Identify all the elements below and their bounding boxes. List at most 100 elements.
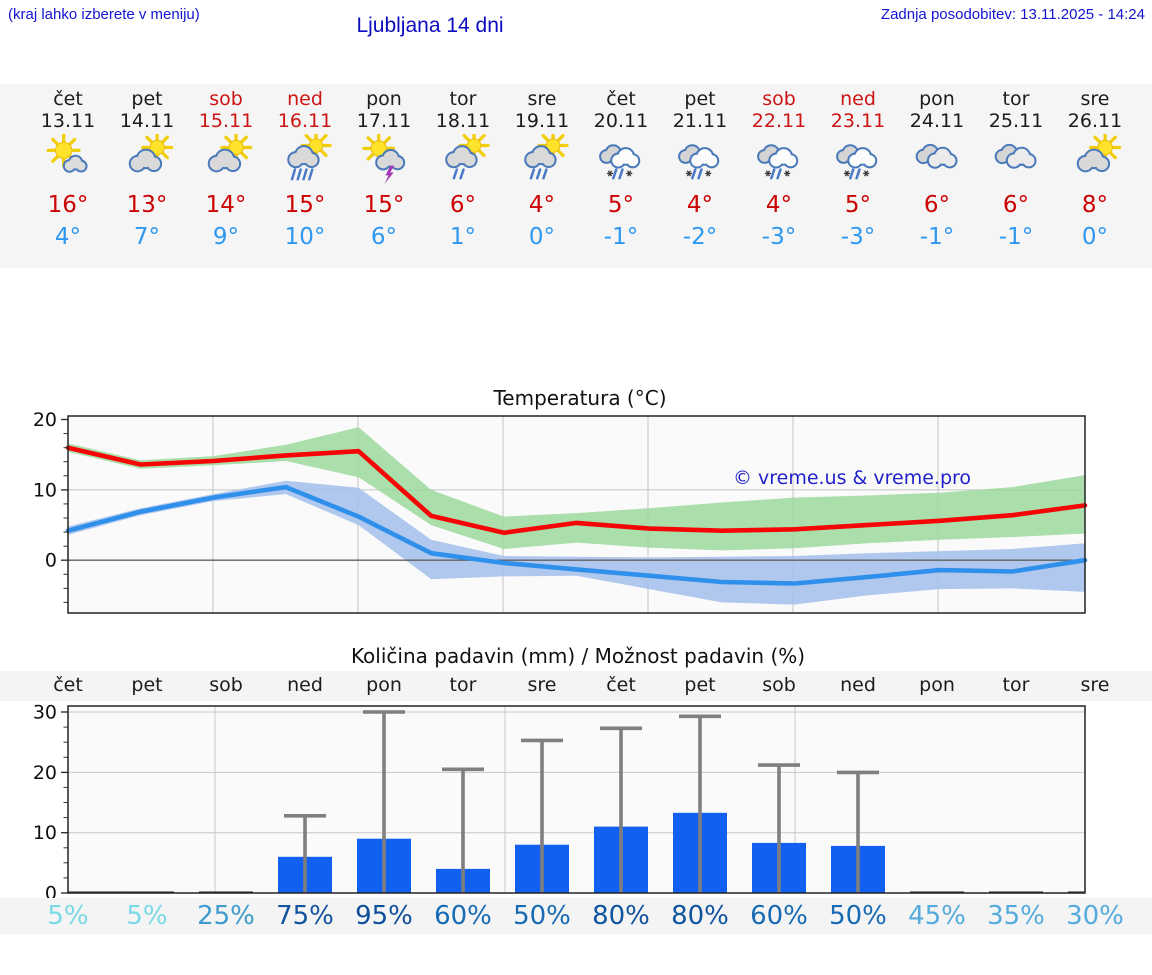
day-date-label: 15.11 [198,110,254,132]
precip-day-label: ned [287,674,323,696]
day-date-label: 26.11 [1067,110,1123,132]
low-temp-label: 10° [284,224,326,250]
forecast-day-column[interactable]: pet 21.11 4° -2° [661,84,740,268]
high-temp-label: 4° [686,192,714,218]
day-date-label: 21.11 [672,110,728,132]
cloud-sun-icon [207,134,252,173]
low-temp-label: 0° [528,224,556,250]
high-temp-label: 16° [47,192,89,218]
svg-text:0: 0 [45,883,57,902]
day-name-label: sob [762,88,796,110]
clouds-sleet-icon [598,144,640,180]
precip-chart: 30 20 10 0 [0,701,1152,901]
svg-text:30: 30 [33,702,57,724]
precip-day-label: sob [209,674,243,696]
forecast-day-column[interactable]: tor 25.11 6° -1° [977,84,1056,268]
forecast-strip: čet 13.11 16° 4° pet 14.11 13° 7° sob 15.11 14° 9° n… [0,84,1152,268]
day-date-label: 25.11 [988,110,1044,132]
high-temp-label: 15° [284,192,326,218]
low-temp-label: 0° [1081,224,1109,250]
temp-chart-title: Temperatura (°C) [493,386,667,410]
low-temp-label: 4° [54,224,82,250]
low-temp-label: -1° [998,224,1034,250]
weather-icon [436,134,490,184]
cloud-sun-rain2-icon [444,134,490,180]
precip-percent-label: 5% [126,901,168,931]
cloud-sun-icon [1076,134,1121,173]
forecast-day-column[interactable]: tor 18.11 6° 1° [424,84,503,268]
precip-day-label: tor [1002,674,1030,696]
precip-day-label: čet [53,674,83,696]
forecast-day-column[interactable]: pon 17.11 15° 6° [345,84,424,268]
forecast-day-column[interactable]: čet 13.11 16° 4° [29,84,108,268]
day-date-label: 22.11 [751,110,807,132]
svg-text:10: 10 [33,479,57,501]
day-name-label: ned [287,88,323,110]
day-name-label: čet [53,88,83,110]
low-temp-label: 6° [370,224,398,250]
day-name-label: ned [840,88,876,110]
high-temp-label: 4° [528,192,556,218]
forecast-day-column[interactable]: sre 26.11 8° 0° [1056,84,1135,268]
forecast-day-column[interactable]: sre 19.11 4° 0° [503,84,582,268]
day-date-label: 14.11 [119,110,175,132]
svg-text:0: 0 [45,550,57,572]
day-name-label: tor [449,88,477,110]
forecast-day-column[interactable]: sob 15.11 14° 9° [187,84,266,268]
high-temp-label: 13° [126,192,168,218]
low-temp-label: -3° [761,224,797,250]
low-temp-label: 1° [449,224,477,250]
precip-chart-title: Količina padavin (mm) / Možnost padavin … [350,644,806,668]
precip-day-label: pon [919,674,955,696]
watermark: © vreme.us & vreme.pro [733,467,971,489]
low-temp-label: -3° [840,224,876,250]
weather-icon [278,134,332,184]
clouds-sleet-icon [677,144,719,180]
day-name-label: pet [684,88,716,110]
sun-cloud-icon [46,134,88,173]
high-temp-label: 6° [1002,192,1030,218]
precip-percent-label: 60% [434,901,492,931]
low-temp-label: -2° [682,224,718,250]
day-name-label: pon [919,88,955,110]
day-date-label: 24.11 [909,110,965,132]
day-name-label: sre [1080,88,1110,110]
precip-percent-label: 30% [1066,901,1124,931]
svg-text:10: 10 [33,822,57,844]
cloud-sun-rain3-icon [523,134,569,180]
high-temp-label: 8° [1081,192,1109,218]
precip-percent-label: 75% [276,901,334,931]
weather-icon [910,134,964,184]
precip-day-label: sre [527,674,557,696]
precip-day-label: sre [1080,674,1110,696]
day-date-label: 17.11 [356,110,412,132]
precip-day-label: ned [840,674,876,696]
cloud-sun-icon [128,134,173,173]
forecast-day-column[interactable]: sob 22.11 4° -3° [740,84,819,268]
clouds-icon [994,143,1036,169]
day-name-label: pon [366,88,402,110]
day-date-label: 16.11 [277,110,333,132]
forecast-day-column[interactable]: čet 20.11 5° -1° [582,84,661,268]
precip-percent-label: 5% [47,901,89,931]
location-menu-note: (kraj lahko izberete v meniju) [8,6,200,23]
forecast-day-column[interactable]: pon 24.11 6° -1° [898,84,977,268]
precip-day-label: sob [762,674,796,696]
forecast-day-column[interactable]: ned 16.11 15° 10° [266,84,345,268]
weather-icon [831,134,885,184]
day-date-label: 20.11 [593,110,649,132]
low-temp-label: 7° [133,224,161,250]
day-date-label: 19.11 [514,110,570,132]
weather-icon [989,134,1043,184]
clouds-sleet-icon [835,144,877,180]
precip-percent-label: 50% [513,901,571,931]
precip-day-label: čet [606,674,636,696]
weather-icon [594,134,648,184]
day-name-label: čet [606,88,636,110]
forecast-day-column[interactable]: ned 23.11 5° -3° [819,84,898,268]
forecast-day-column[interactable]: pet 14.11 13° 7° [108,84,187,268]
precip-day-label: tor [449,674,477,696]
page-title: Ljubljana 14 dni [356,14,504,37]
precip-percent-label: 80% [671,901,729,931]
day-name-label: tor [1002,88,1030,110]
